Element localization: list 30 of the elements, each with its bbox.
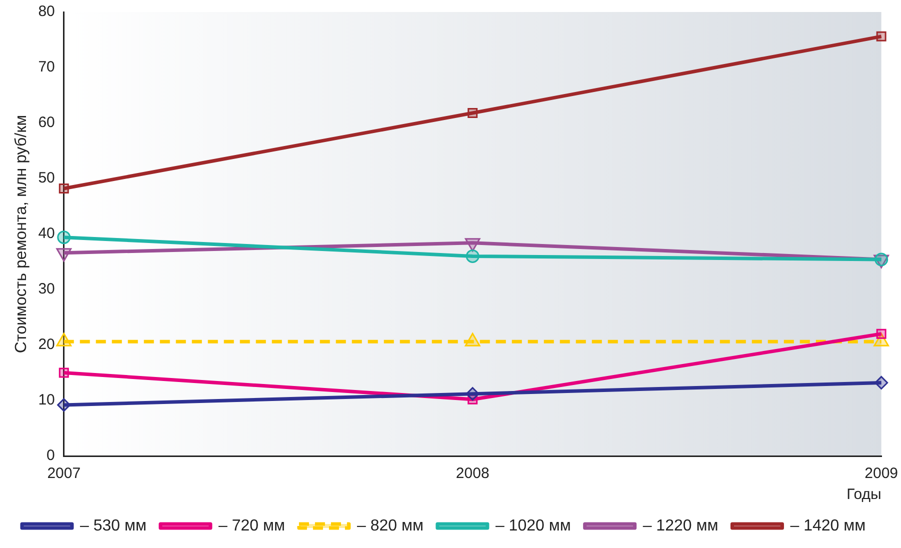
y-tick-label: 50 xyxy=(38,170,55,187)
x-axis-title: Годы xyxy=(846,486,882,504)
y-tick-label: 70 xyxy=(38,58,55,76)
y-tick-label: 30 xyxy=(38,280,55,298)
y-tick-label: 10 xyxy=(38,392,55,409)
point xyxy=(876,328,886,339)
y-tick-label: 60 xyxy=(38,114,55,132)
y-tick-label: 40 xyxy=(38,225,55,242)
legend-label: – 1020 мм xyxy=(495,517,571,534)
point xyxy=(876,31,886,42)
x-tick-label: 2007 xyxy=(47,465,81,482)
y-tick-label: 20 xyxy=(38,336,55,354)
legend-label: – 820 мм xyxy=(356,517,424,534)
x-tick-label: 2009 xyxy=(864,465,898,482)
point xyxy=(58,184,69,194)
point xyxy=(466,249,480,263)
point xyxy=(57,398,71,412)
y-tick-label: 0 xyxy=(46,447,55,464)
legend-label: – 720 мм xyxy=(218,517,285,534)
legend-label: – 1420 мм xyxy=(790,517,866,534)
legend-label: – 1220 мм xyxy=(642,517,718,534)
y-axis-title: Стоимость ремонта, млн руб/км xyxy=(13,114,30,354)
point xyxy=(874,376,888,390)
point xyxy=(58,368,69,378)
point xyxy=(468,108,478,118)
x-tick-label: 2008 xyxy=(456,465,490,482)
point xyxy=(466,387,480,401)
y-tick-label: 80 xyxy=(38,3,55,20)
legend-label: – 530 мм xyxy=(80,517,146,534)
point xyxy=(57,230,71,244)
